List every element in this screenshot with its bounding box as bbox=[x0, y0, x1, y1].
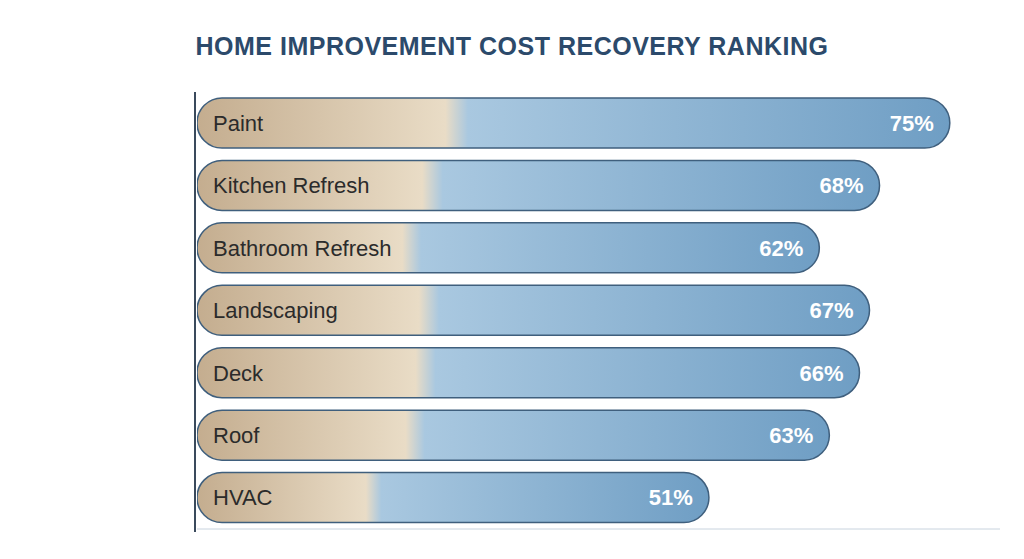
svg-text:51%: 51% bbox=[649, 485, 693, 510]
svg-text:HVAC: HVAC bbox=[213, 485, 273, 510]
svg-text:66%: 66% bbox=[799, 361, 843, 386]
svg-text:75%: 75% bbox=[890, 111, 934, 136]
svg-text:Paint: Paint bbox=[213, 111, 263, 136]
svg-text:Deck: Deck bbox=[213, 361, 264, 386]
svg-text:Bathroom Refresh: Bathroom Refresh bbox=[213, 236, 392, 261]
svg-text:63%: 63% bbox=[769, 423, 813, 448]
svg-text:68%: 68% bbox=[820, 173, 864, 198]
svg-text:Kitchen Refresh: Kitchen Refresh bbox=[213, 173, 370, 198]
svg-text:Roof: Roof bbox=[213, 423, 260, 448]
svg-text:62%: 62% bbox=[759, 236, 803, 261]
html-text:HOME IMPROVEMENT COST RECOVERY: HOME IMPROVEMENT COST RECOVERY RANKING bbox=[195, 32, 829, 60]
svg-text:Landscaping: Landscaping bbox=[213, 298, 338, 323]
svg-text:67%: 67% bbox=[809, 298, 853, 323]
